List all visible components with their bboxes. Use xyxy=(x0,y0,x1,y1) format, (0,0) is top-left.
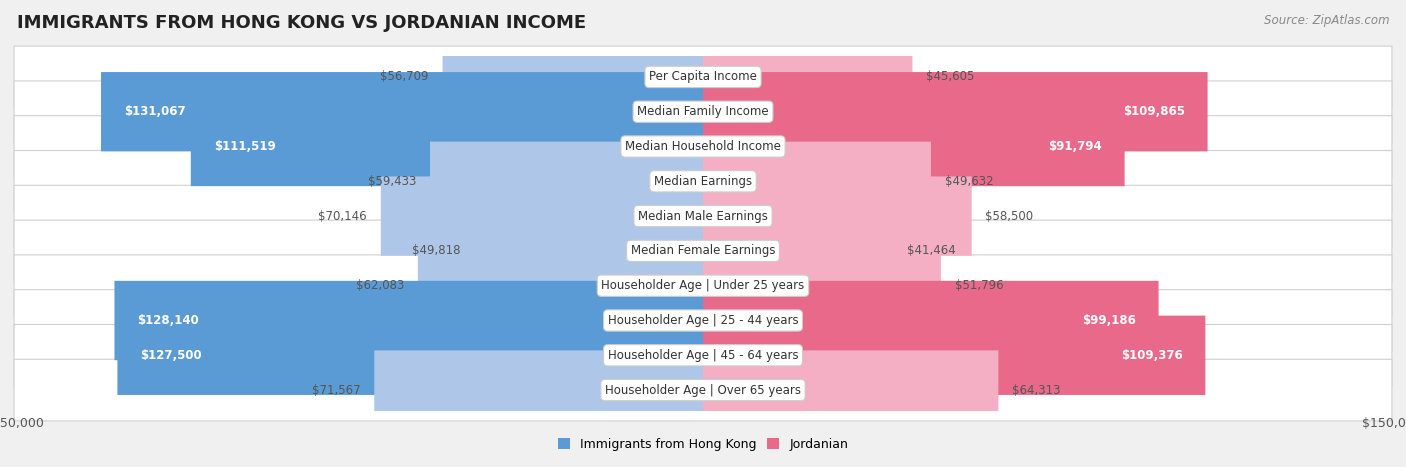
Text: $45,605: $45,605 xyxy=(927,71,974,84)
Text: $127,500: $127,500 xyxy=(141,349,202,362)
FancyBboxPatch shape xyxy=(14,359,1392,421)
FancyBboxPatch shape xyxy=(703,246,941,325)
Text: $109,376: $109,376 xyxy=(1121,349,1182,362)
Text: $56,709: $56,709 xyxy=(380,71,429,84)
Text: $71,567: $71,567 xyxy=(312,383,360,396)
FancyBboxPatch shape xyxy=(430,142,703,221)
Text: $58,500: $58,500 xyxy=(986,210,1033,223)
Text: $128,140: $128,140 xyxy=(138,314,200,327)
FancyBboxPatch shape xyxy=(114,281,703,360)
Text: $131,067: $131,067 xyxy=(124,105,186,118)
FancyBboxPatch shape xyxy=(14,290,1392,351)
Text: $49,632: $49,632 xyxy=(945,175,994,188)
FancyBboxPatch shape xyxy=(14,116,1392,177)
FancyBboxPatch shape xyxy=(14,46,1392,108)
Text: IMMIGRANTS FROM HONG KONG VS JORDANIAN INCOME: IMMIGRANTS FROM HONG KONG VS JORDANIAN I… xyxy=(17,14,586,32)
FancyBboxPatch shape xyxy=(117,316,703,395)
Text: Householder Age | 25 - 44 years: Householder Age | 25 - 44 years xyxy=(607,314,799,327)
FancyBboxPatch shape xyxy=(14,325,1392,386)
FancyBboxPatch shape xyxy=(703,316,1205,395)
Text: Per Capita Income: Per Capita Income xyxy=(650,71,756,84)
FancyBboxPatch shape xyxy=(703,107,1125,186)
FancyBboxPatch shape xyxy=(443,37,703,117)
FancyBboxPatch shape xyxy=(703,211,893,290)
FancyBboxPatch shape xyxy=(703,37,912,117)
Text: $51,796: $51,796 xyxy=(955,279,1004,292)
Text: Median Family Income: Median Family Income xyxy=(637,105,769,118)
Text: $111,519: $111,519 xyxy=(214,140,276,153)
FancyBboxPatch shape xyxy=(14,81,1392,142)
Text: $99,186: $99,186 xyxy=(1081,314,1136,327)
Text: Householder Age | 45 - 64 years: Householder Age | 45 - 64 years xyxy=(607,349,799,362)
FancyBboxPatch shape xyxy=(703,281,1159,360)
FancyBboxPatch shape xyxy=(474,211,703,290)
Text: $91,794: $91,794 xyxy=(1047,140,1102,153)
FancyBboxPatch shape xyxy=(703,142,931,221)
Text: Median Household Income: Median Household Income xyxy=(626,140,780,153)
Text: Householder Age | Over 65 years: Householder Age | Over 65 years xyxy=(605,383,801,396)
Text: Median Male Earnings: Median Male Earnings xyxy=(638,210,768,223)
Text: $62,083: $62,083 xyxy=(356,279,404,292)
FancyBboxPatch shape xyxy=(703,177,972,256)
FancyBboxPatch shape xyxy=(14,220,1392,282)
FancyBboxPatch shape xyxy=(381,177,703,256)
Text: Median Earnings: Median Earnings xyxy=(654,175,752,188)
FancyBboxPatch shape xyxy=(191,107,703,186)
Legend: Immigrants from Hong Kong, Jordanian: Immigrants from Hong Kong, Jordanian xyxy=(558,438,848,451)
FancyBboxPatch shape xyxy=(374,350,703,430)
Text: $64,313: $64,313 xyxy=(1012,383,1060,396)
Text: Source: ZipAtlas.com: Source: ZipAtlas.com xyxy=(1264,14,1389,27)
FancyBboxPatch shape xyxy=(101,72,703,151)
Text: $70,146: $70,146 xyxy=(318,210,367,223)
FancyBboxPatch shape xyxy=(14,150,1392,212)
FancyBboxPatch shape xyxy=(703,72,1208,151)
Text: Householder Age | Under 25 years: Householder Age | Under 25 years xyxy=(602,279,804,292)
Text: $49,818: $49,818 xyxy=(412,244,460,257)
Text: $109,865: $109,865 xyxy=(1122,105,1185,118)
FancyBboxPatch shape xyxy=(418,246,703,325)
Text: $59,433: $59,433 xyxy=(368,175,416,188)
Text: $41,464: $41,464 xyxy=(907,244,956,257)
FancyBboxPatch shape xyxy=(14,255,1392,317)
FancyBboxPatch shape xyxy=(14,185,1392,247)
FancyBboxPatch shape xyxy=(703,350,998,430)
Text: Median Female Earnings: Median Female Earnings xyxy=(631,244,775,257)
